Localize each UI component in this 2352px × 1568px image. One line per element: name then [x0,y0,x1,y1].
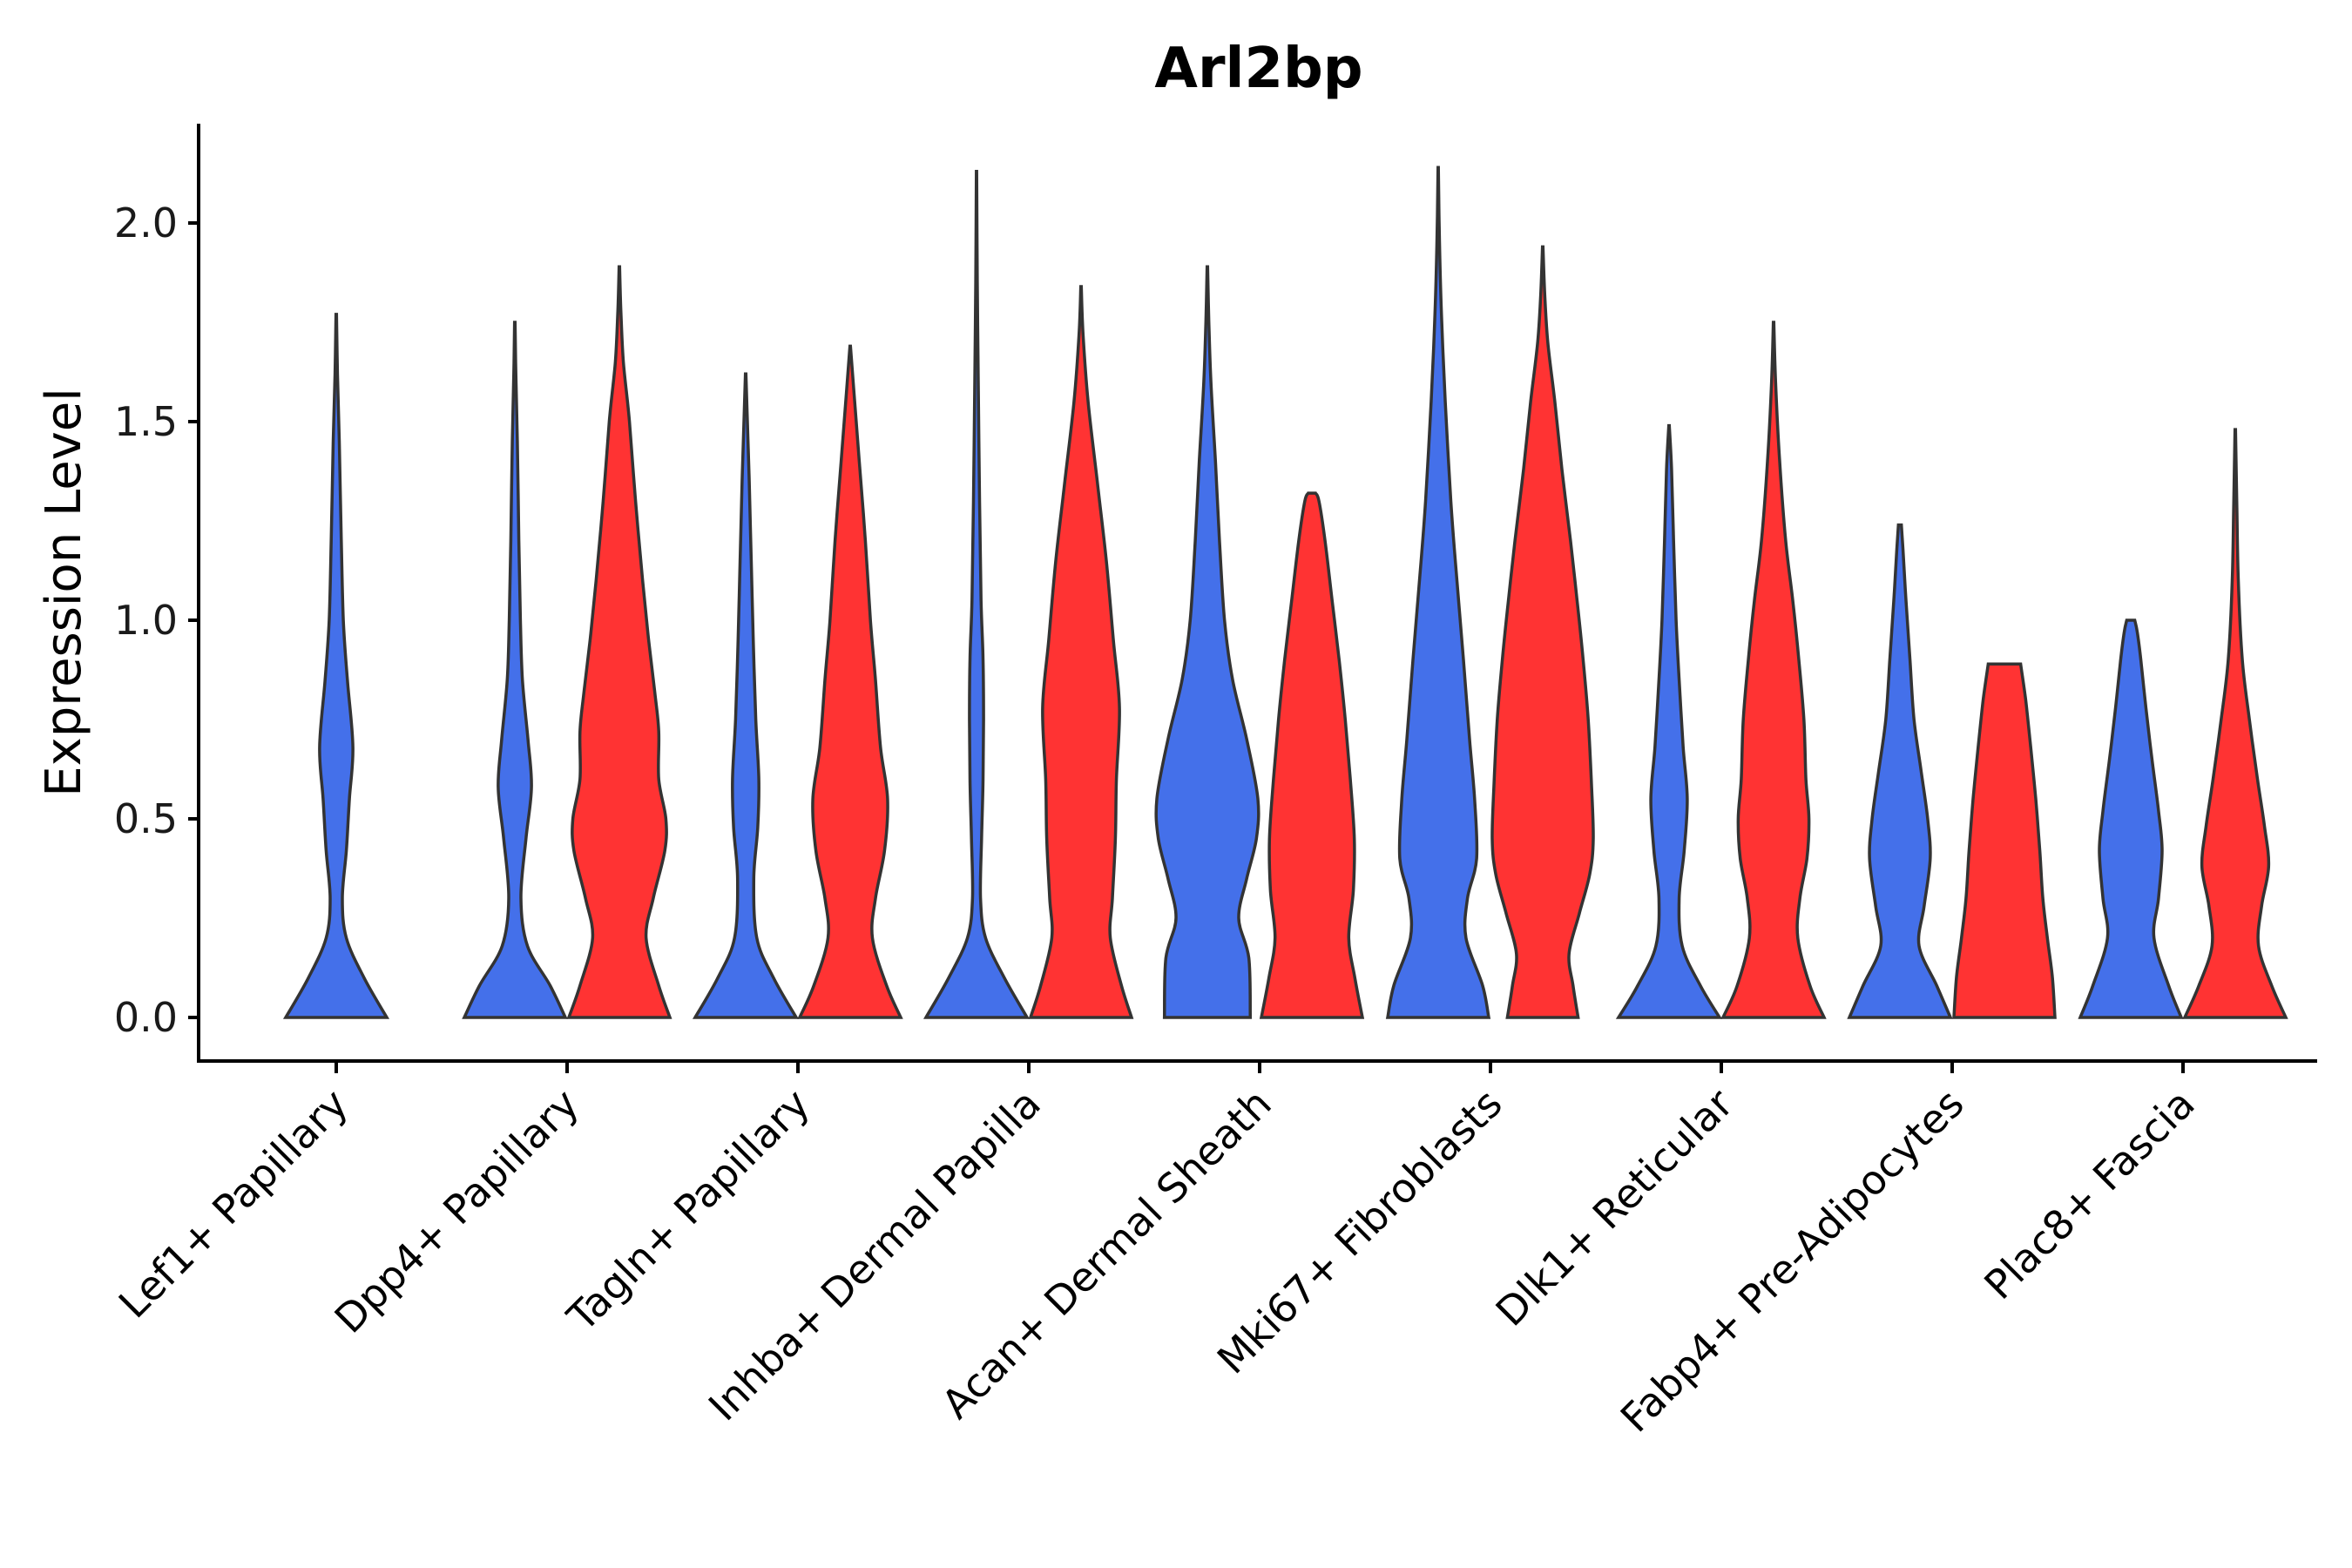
violin-group-1-5 [1385,166,1491,1019]
violin-group-2-4 [1259,491,1365,1019]
violins-layer [282,166,2288,1019]
y-tick-label: 1.5 [114,398,178,445]
violin-group-2-3 [1028,285,1134,1019]
violin-group-1-2 [692,372,800,1019]
violin-group-1-6 [1615,423,1723,1019]
x-tick-label: Dlk1+ Reticular [1487,1080,1742,1335]
x-tick-label: Tagln+ Papillary [558,1080,819,1342]
violin-group-1-7 [1847,523,1953,1019]
chart-title: Arl2bp [1154,37,1362,101]
violin-group-2-6 [1720,321,1827,1019]
y-axis-title: Expression Level [36,388,92,797]
y-tick-label: 0.5 [114,795,178,842]
violin-group-2-2 [797,344,903,1019]
violin-group-1-8 [2078,618,2184,1019]
y-tick-label: 0.0 [114,994,178,1041]
y-ticks: 0.0 0.5 1.0 1.5 2.0 [114,199,199,1041]
y-tick-label: 1.0 [114,597,178,644]
violin-group-1-3 [923,169,1031,1019]
y-tick-label: 2.0 [114,199,178,247]
violin-group-1-4 [1154,265,1260,1019]
x-tick-label: Dpp4+ Papillary [326,1080,588,1342]
x-tick-label: Lef1+ Papillary [110,1080,357,1328]
violin-group-1-1 [462,321,568,1019]
violin-group-2-1 [566,265,672,1019]
x-tick-label: Plac8+ Fascia [1975,1080,2203,1308]
violin-group-2-5 [1490,245,1595,1019]
violin-group-2-7 [1952,662,2057,1019]
violin-group-2-8 [2182,428,2288,1019]
violin-group-1-0 [282,313,390,1019]
